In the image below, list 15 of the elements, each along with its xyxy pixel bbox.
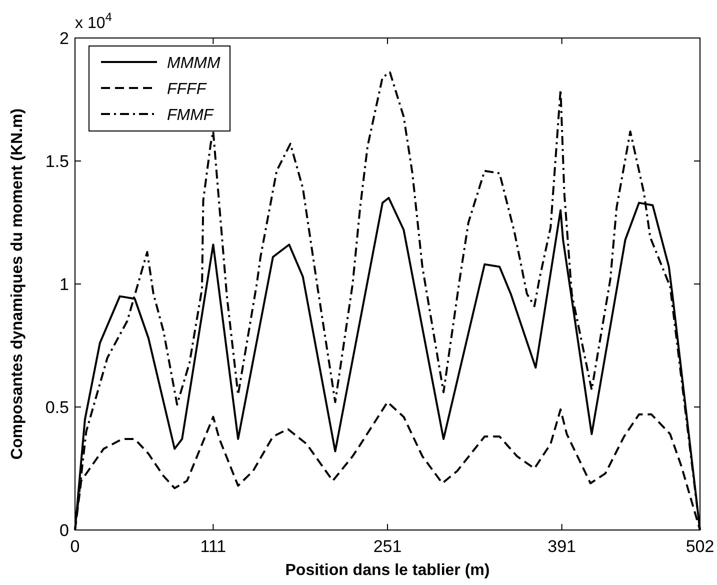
y-tick-label: 1 [60,275,69,294]
legend-label: MMMM [167,55,221,72]
y-tick-label: 0.5 [45,398,69,417]
y-tick-label: 1.5 [45,152,69,171]
x-tick-label: 502 [686,537,714,556]
legend-label: FMMF [167,107,214,124]
x-tick-label: 111 [200,537,226,556]
y-axis-title: Composantes dynamiques du moment (KN.m) [9,108,26,460]
x-axis-title: Position dans le tablier (m) [285,562,490,579]
y-tick-label: 2 [60,29,69,48]
y-tick-label: 0 [60,521,69,540]
x-tick-label: 251 [373,537,402,556]
text: x 10$^{4}$ [75,10,112,32]
legend-label: FFFF [167,81,208,98]
x-tick-label: 391 [548,537,576,556]
